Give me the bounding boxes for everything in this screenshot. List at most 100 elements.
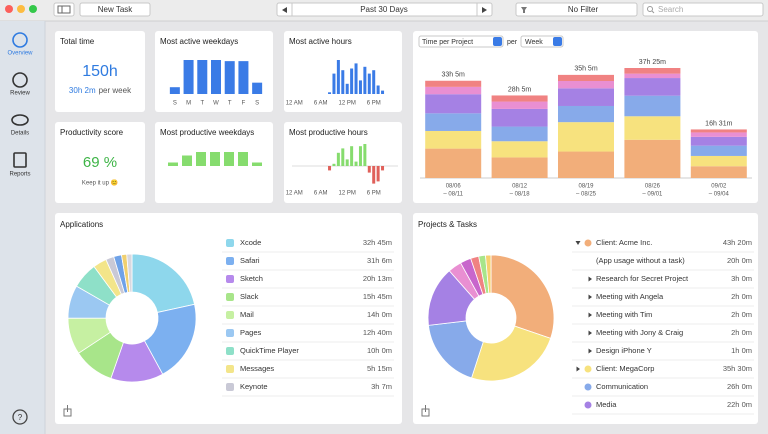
task-time: 2h 0m xyxy=(731,292,752,301)
disclosure-triangle[interactable] xyxy=(576,366,581,372)
app-icon xyxy=(226,275,234,283)
app-name: QuickTime Player xyxy=(240,346,299,355)
card-title: Total time xyxy=(60,37,95,46)
bar-segment xyxy=(624,95,681,117)
sidebar-toggle[interactable] xyxy=(53,2,75,17)
bar-segment xyxy=(491,157,548,178)
bar-segment xyxy=(690,145,747,156)
sidebar-label[interactable]: Review xyxy=(10,91,30,97)
search-placeholder: Search xyxy=(658,5,683,14)
disclosure-triangle[interactable] xyxy=(588,312,593,318)
bar xyxy=(252,162,262,166)
task-time: 1h 0m xyxy=(731,346,752,355)
sidebar-label[interactable]: Overview xyxy=(7,51,33,57)
bar xyxy=(354,161,358,166)
app-name: Messages xyxy=(240,364,274,373)
bar xyxy=(363,144,367,166)
x-tick-label: M xyxy=(186,101,191,107)
sidebar-label[interactable]: Reports xyxy=(9,172,30,178)
project-name: Client: Acme Inc. xyxy=(596,238,652,247)
app-time: 12h 40m xyxy=(363,328,392,337)
pie-slice xyxy=(131,253,195,313)
bar-total-label: 35h 5m xyxy=(574,66,598,73)
bar xyxy=(358,146,362,166)
bar-segment xyxy=(425,86,482,95)
share-button[interactable] xyxy=(63,405,72,417)
bar-segment xyxy=(624,68,681,74)
task-name: Meeting with Angela xyxy=(596,292,664,301)
bar xyxy=(169,87,180,94)
card-title: Most active weekdays xyxy=(160,37,238,46)
bar xyxy=(332,73,336,94)
project-time: 22h 0m xyxy=(727,400,752,409)
app-time: 14h 0m xyxy=(367,310,392,319)
task-name: Design iPhone Y xyxy=(596,346,652,355)
card-title: Most productive weekdays xyxy=(160,128,254,137)
bar-segment xyxy=(425,130,482,149)
bar xyxy=(363,66,367,94)
disclosure-triangle[interactable] xyxy=(588,330,593,336)
bar xyxy=(211,60,221,94)
bar xyxy=(372,70,376,94)
productivity-value: 69 % xyxy=(83,154,117,171)
disclosure-triangle[interactable] xyxy=(588,276,593,282)
app-name: Safari xyxy=(240,256,260,265)
x-tick-label: – 09/01 xyxy=(642,192,663,198)
minimize-button[interactable] xyxy=(17,5,25,13)
app-icon xyxy=(226,257,234,265)
new-task-button[interactable]: New Task xyxy=(79,2,151,17)
pie-slice xyxy=(143,303,197,375)
total-time-value: 150h xyxy=(82,63,118,80)
bar-segment xyxy=(624,139,681,178)
zoom-button[interactable] xyxy=(29,5,37,13)
reports-icon xyxy=(13,152,27,168)
filter-button[interactable]: No Filter xyxy=(515,2,638,17)
search-field[interactable]: Search xyxy=(642,2,764,17)
period-dropdown[interactable]: Week xyxy=(520,35,564,48)
productivity-note: Keep it up 😊 xyxy=(82,179,118,187)
metric-dropdown[interactable]: Time per Project xyxy=(418,35,504,48)
help-button[interactable] xyxy=(12,409,28,425)
task-time: 3h 0m xyxy=(731,274,752,283)
app-name: Pages xyxy=(240,328,262,337)
close-button[interactable] xyxy=(5,5,13,13)
x-tick-label: 6 PM xyxy=(367,191,381,197)
bar-segment xyxy=(558,88,614,106)
x-tick-label: 6 PM xyxy=(367,101,381,107)
task-time: 20h 0m xyxy=(727,256,752,265)
disclosure-triangle[interactable] xyxy=(575,241,581,245)
date-range-control[interactable]: Past 30 Days xyxy=(276,2,493,17)
app-time: 15h 45m xyxy=(363,292,392,301)
x-tick-label: 08/19 xyxy=(578,184,594,190)
sidebar xyxy=(0,21,45,434)
disclosure-triangle[interactable] xyxy=(588,348,593,354)
app-time: 10h 0m xyxy=(367,346,392,355)
sidebar-label[interactable]: Details xyxy=(11,131,29,137)
x-tick-label: T xyxy=(228,101,232,107)
project-dot xyxy=(584,239,592,247)
bar xyxy=(332,163,336,166)
x-tick-label: 09/02 xyxy=(711,184,727,190)
task-name: (App usage without a task) xyxy=(596,256,685,265)
bar-total-label: 37h 25m xyxy=(639,59,666,66)
x-tick-label: W xyxy=(213,101,219,107)
app-time: 20h 13m xyxy=(363,274,392,283)
share-button[interactable] xyxy=(421,405,430,417)
app-time: 31h 6m xyxy=(367,256,392,265)
project-time: 35h 30m xyxy=(723,364,752,373)
bar-segment xyxy=(491,141,548,158)
task-time: 2h 0m xyxy=(731,328,752,337)
bar-segment xyxy=(558,74,614,81)
bar xyxy=(224,152,234,166)
bar xyxy=(328,166,332,171)
task-name: Research for Secret Project xyxy=(596,274,689,283)
bar xyxy=(376,166,380,182)
new-task-label: New Task xyxy=(98,5,134,14)
x-tick-label: 08/26 xyxy=(645,184,661,190)
bar-segment xyxy=(491,126,548,142)
bar xyxy=(168,162,178,166)
bar-total-label: 33h 5m xyxy=(442,72,466,79)
per-label: per xyxy=(507,39,518,46)
disclosure-triangle[interactable] xyxy=(588,294,593,300)
bar-segment xyxy=(425,94,482,114)
